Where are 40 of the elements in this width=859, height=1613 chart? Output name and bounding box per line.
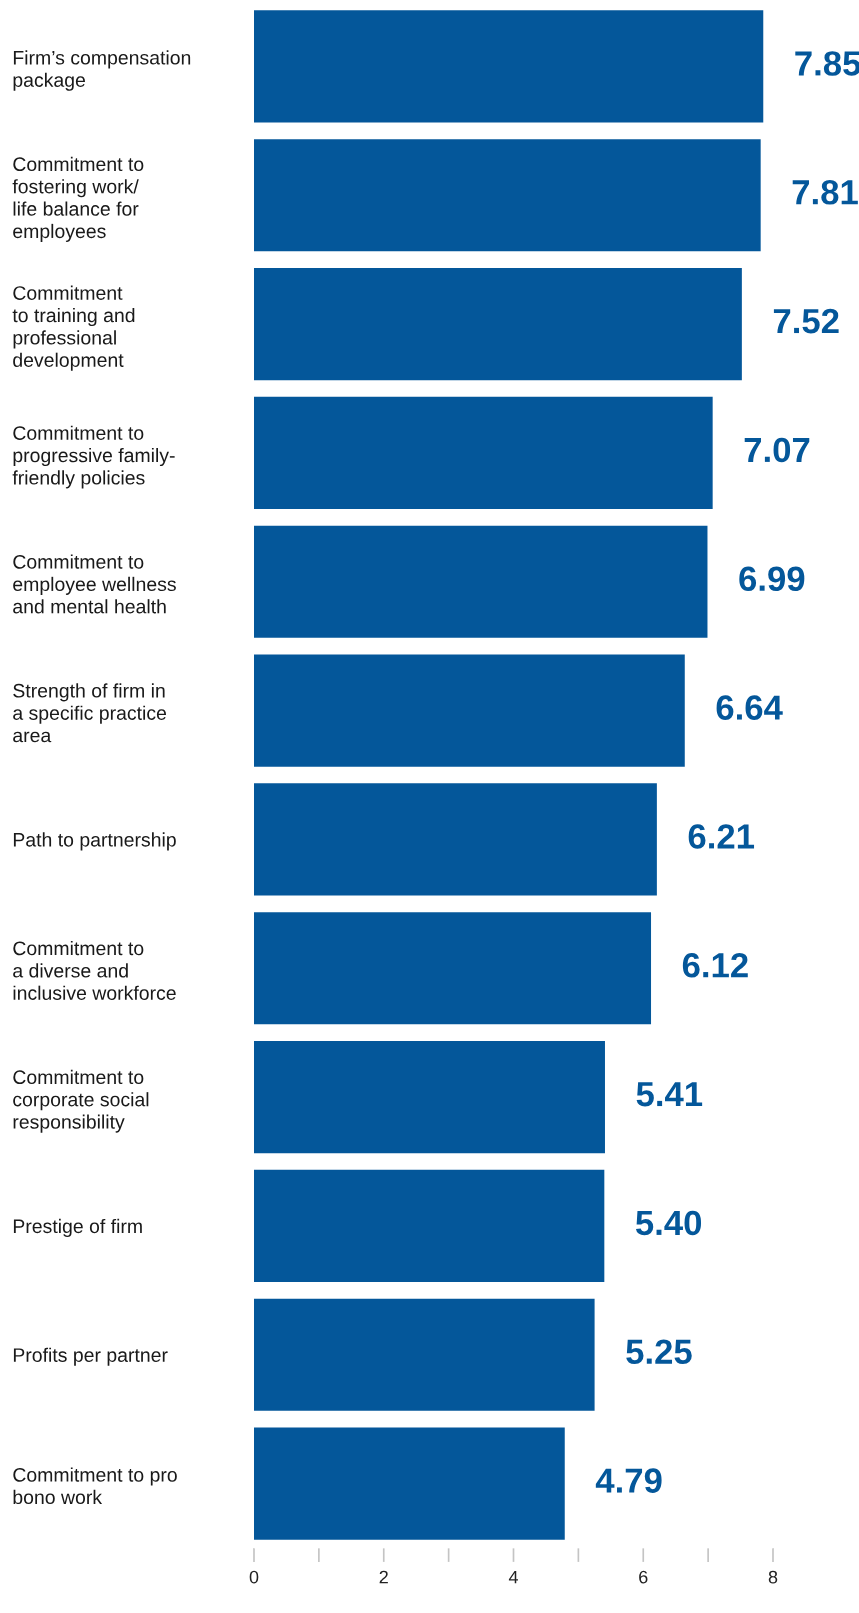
x-tick-label: 2 [379, 1570, 388, 1584]
data-label: 7.07 [744, 437, 810, 463]
y-tick-label: Commitment to a diverse and inclusive workforce [13, 940, 176, 1000]
bar [254, 654, 685, 767]
data-label: 5.40 [635, 1210, 702, 1236]
data-label: 6.21 [688, 824, 755, 849]
data-label: 7.81 [792, 179, 858, 205]
y-tick-label: Profits per partner [13, 1347, 168, 1366]
y-tick-label: Commitment to progressive family- friendly policies [12, 425, 175, 489]
data-label: 6.12 [682, 952, 748, 978]
y-tick-label: Path to partnership [13, 832, 176, 851]
data-label: 4.79 [595, 1468, 662, 1493]
y-tick-label: Strength of firm in a specific practice area [13, 683, 167, 743]
x-tick-label: 0 [249, 1570, 259, 1584]
x-tick-label: 6 [639, 1570, 648, 1584]
y-tick-label: Commitment to fostering work/ life balance for employees [12, 156, 144, 242]
x-tick-label: 4 [508, 1570, 518, 1584]
y-tick-label: Prestige of firm [13, 1218, 142, 1237]
x-tick-label: 8 [768, 1570, 778, 1584]
data-label: 6.99 [739, 566, 805, 592]
y-tick-label: Commitment to employee wellness and mental health [13, 554, 176, 614]
bar [254, 1298, 595, 1411]
bar [254, 10, 764, 123]
data-label: 5.41 [636, 1082, 703, 1107]
data-label: 7.52 [773, 308, 839, 334]
y-tick-label: Commitment to training and professional development [12, 285, 135, 371]
data-label: 6.64 [716, 695, 783, 720]
y-tick-label: Commitment to corporate social responsibility [13, 1069, 149, 1133]
bar [254, 1041, 605, 1154]
bar [254, 396, 713, 509]
data-label: 5.25 [626, 1339, 692, 1365]
bar [254, 139, 761, 252]
bar [254, 268, 742, 381]
bar [254, 525, 708, 638]
bar [254, 1169, 605, 1282]
y-tick-label: Commitment to pro bono work [13, 1467, 177, 1505]
bar [254, 783, 657, 896]
bar [254, 1427, 565, 1540]
bar [254, 912, 652, 1025]
y-tick-label: Firm’s compensation package [13, 50, 191, 91]
